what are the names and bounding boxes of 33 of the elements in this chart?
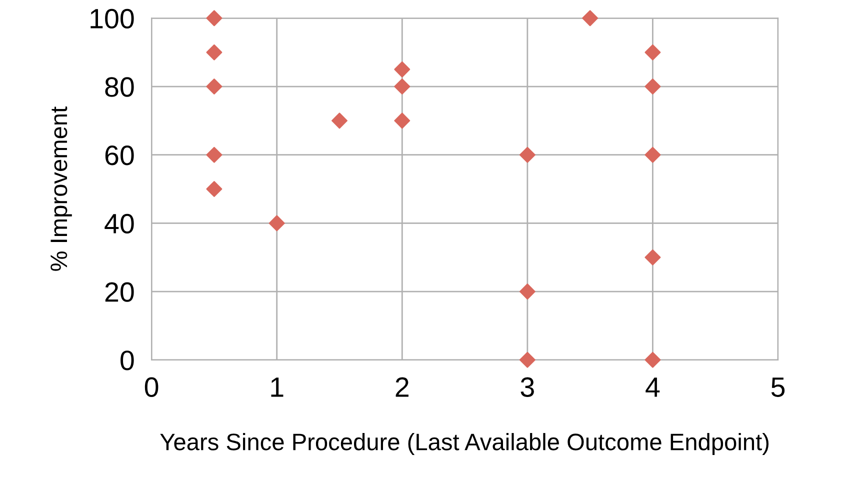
point <box>268 215 285 232</box>
point <box>519 146 536 163</box>
y-tick-label: 60 <box>105 146 134 166</box>
point <box>206 78 222 94</box>
point <box>206 10 222 26</box>
y-tick-label: 0 <box>120 350 134 370</box>
y-tick-label: 80 <box>105 77 134 97</box>
point <box>206 44 222 60</box>
point <box>644 146 661 163</box>
y-axis-title: % Improvement <box>50 106 72 271</box>
x-tick-label: 0 <box>144 377 158 397</box>
point <box>394 78 410 94</box>
point <box>332 112 348 129</box>
point <box>644 78 661 94</box>
x-tick-label: 4 <box>646 378 660 397</box>
y-tick-label: 40 <box>104 214 134 234</box>
y-tick-label: 20 <box>105 282 134 302</box>
point <box>644 44 661 60</box>
point <box>394 61 410 78</box>
x-axis-title: Years Since Procedure (Last Available Outcome Endpoint) <box>160 433 769 456</box>
x-tick-label: 2 <box>396 377 408 397</box>
point <box>644 352 661 368</box>
x-tick-label: 3 <box>520 377 534 397</box>
y-tick-label: 100 <box>90 8 134 29</box>
point <box>519 352 536 368</box>
x-tick-label: 1 <box>271 378 284 397</box>
point <box>206 146 222 163</box>
point <box>644 249 661 266</box>
point <box>519 284 536 300</box>
x-tick-label: 5 <box>771 378 785 397</box>
point <box>206 181 222 198</box>
point <box>582 10 598 26</box>
point <box>394 112 410 129</box>
